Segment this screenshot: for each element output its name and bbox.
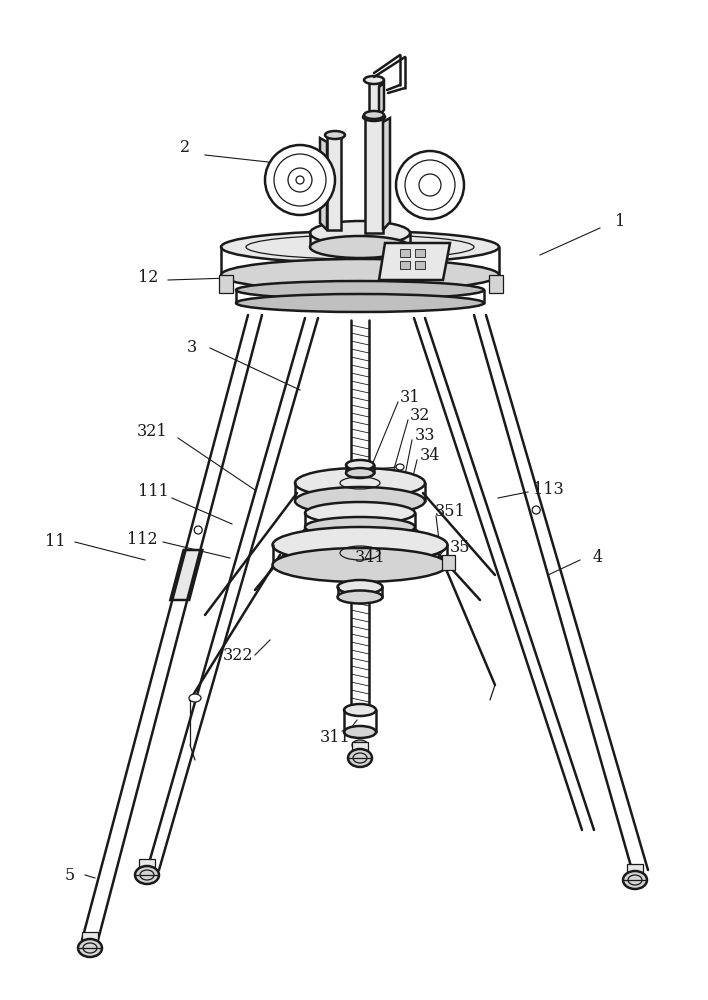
Text: 33: 33 [415,426,435,444]
Ellipse shape [221,259,499,291]
Polygon shape [383,118,390,230]
Ellipse shape [338,590,382,603]
Polygon shape [320,138,327,230]
Ellipse shape [346,460,374,470]
Text: 311: 311 [319,730,350,746]
Ellipse shape [273,527,447,563]
Ellipse shape [363,113,385,121]
Polygon shape [219,275,233,293]
Text: 321: 321 [137,424,167,440]
Ellipse shape [352,740,368,750]
Text: 3: 3 [187,340,197,357]
Ellipse shape [396,464,404,470]
Ellipse shape [364,111,384,119]
Ellipse shape [310,221,410,245]
Ellipse shape [346,468,374,478]
Ellipse shape [396,151,464,219]
Ellipse shape [236,294,484,312]
Text: 113: 113 [532,482,564,498]
Polygon shape [139,859,155,871]
Ellipse shape [78,939,102,957]
Polygon shape [415,261,425,269]
Ellipse shape [364,76,384,84]
Text: 32: 32 [410,406,430,424]
Ellipse shape [325,131,345,139]
Ellipse shape [532,506,540,514]
Ellipse shape [348,749,372,767]
Text: 2: 2 [180,139,190,156]
Ellipse shape [344,726,376,738]
Ellipse shape [236,281,484,299]
Ellipse shape [344,704,376,716]
Ellipse shape [221,231,499,263]
Polygon shape [489,275,503,293]
Polygon shape [365,115,383,233]
Polygon shape [82,932,98,944]
Text: 111: 111 [137,484,169,500]
Ellipse shape [305,502,415,524]
Ellipse shape [194,526,202,534]
Ellipse shape [623,871,647,889]
Ellipse shape [273,548,447,582]
Ellipse shape [135,866,159,884]
Ellipse shape [305,517,415,537]
Ellipse shape [310,236,410,258]
Ellipse shape [265,145,335,215]
Polygon shape [171,550,202,600]
Text: 1: 1 [615,214,625,231]
Polygon shape [379,83,384,115]
Text: 11: 11 [45,534,65,550]
Polygon shape [442,555,455,570]
Text: 34: 34 [420,446,440,464]
Ellipse shape [295,487,425,515]
Polygon shape [379,243,450,280]
Polygon shape [369,80,379,115]
Polygon shape [352,742,368,754]
Text: 35: 35 [450,540,470,556]
Polygon shape [627,864,643,876]
Text: 112: 112 [127,532,157,548]
Text: 5: 5 [65,866,75,884]
Ellipse shape [189,694,201,702]
Polygon shape [327,135,341,230]
Text: 31: 31 [400,389,421,406]
Polygon shape [415,249,425,257]
Ellipse shape [338,580,382,594]
Text: 4: 4 [593,550,603,566]
Text: 322: 322 [223,647,253,664]
Polygon shape [400,261,410,269]
Text: 12: 12 [138,269,158,286]
Polygon shape [400,249,410,257]
Text: 341: 341 [355,550,385,566]
Ellipse shape [295,468,425,498]
Text: 351: 351 [435,504,465,520]
